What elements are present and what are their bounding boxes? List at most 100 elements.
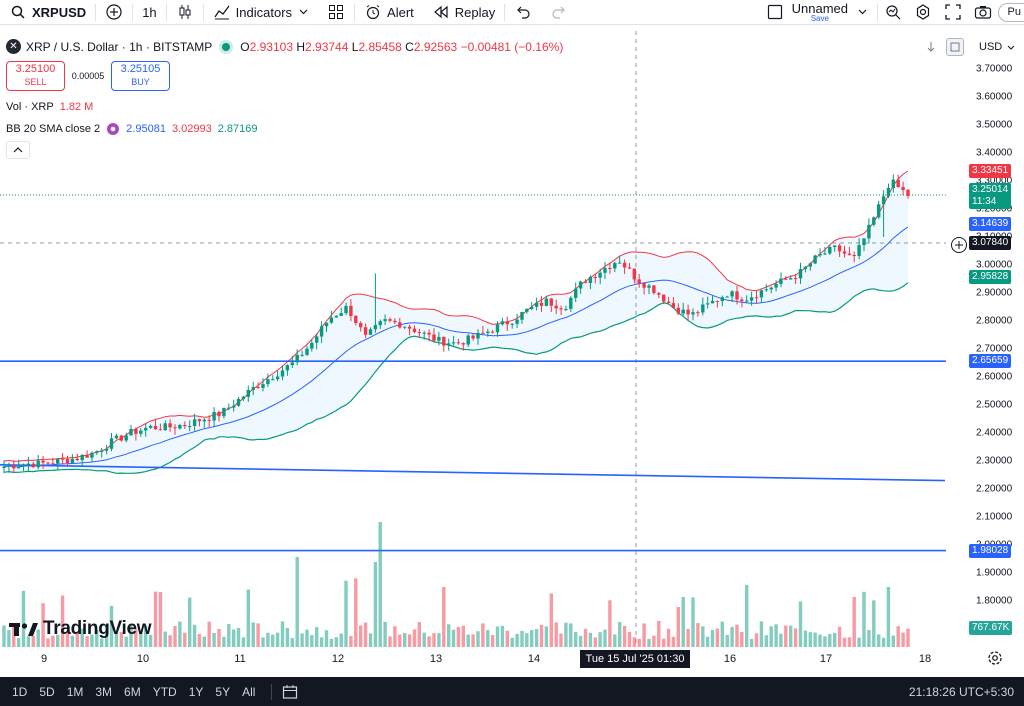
volume-bar: [188, 597, 192, 647]
range-button-all[interactable]: All: [242, 684, 256, 699]
layouts-button[interactable]: [318, 0, 354, 25]
sell-label: SELL: [24, 77, 47, 87]
candle-body: [398, 322, 402, 328]
volume-bar: [618, 621, 622, 647]
settings-button[interactable]: [908, 0, 938, 25]
volume-bar: [90, 634, 94, 647]
volume-bar: [510, 637, 514, 647]
volume-bar: [339, 633, 343, 647]
undo-button[interactable]: [505, 0, 541, 25]
candle-body: [197, 419, 202, 422]
alarm-clock-icon: [364, 3, 382, 21]
symbol-legend-row: ✕ XRP / U.S. Dollar · 1h · BITSTAMP O2.9…: [6, 38, 563, 55]
indicators-button[interactable]: Indicators: [204, 0, 318, 25]
candle-body: [637, 279, 641, 284]
currency-selector[interactable]: USD: [975, 38, 1019, 56]
candle-body: [46, 462, 50, 464]
volume-bar: [803, 630, 808, 647]
candle-body: [12, 465, 16, 469]
bb-legend-row[interactable]: BB 20 SMA close 2 2.95081 3.02993 2.8716…: [6, 121, 563, 137]
plus-circle-icon: [105, 3, 123, 21]
replay-label: Replay: [454, 4, 496, 20]
volume-bar: [666, 628, 671, 647]
interval-label: 1h: [142, 4, 157, 20]
candle-body: [290, 362, 294, 366]
alert-button[interactable]: Alert: [355, 0, 423, 25]
volume-bar: [657, 621, 661, 647]
toolbar-divider: [271, 683, 273, 700]
arrow-down-icon[interactable]: [922, 38, 940, 56]
range-button-5y[interactable]: 5Y: [215, 684, 231, 699]
layout-selector[interactable]: Unnamed Save: [757, 0, 877, 25]
utc-clock[interactable]: 21:18:26 UTC+5:30: [908, 684, 1014, 699]
volume-legend-row[interactable]: Vol · XRP 1.82 M: [6, 99, 563, 115]
price-axis[interactable]: USD 3.70000 3.60000 3.50000 3.40000 3.30000 3…: [927, 31, 1024, 647]
time-axis[interactable]: 9 10 11 12 13 14 16 17 18 Tue 15 Jul '25 01:30: [0, 647, 946, 671]
candle-body: [886, 188, 891, 197]
layout-square-icon: [766, 3, 784, 21]
candle-body: [745, 300, 749, 302]
bb-settings-icon[interactable]: [106, 122, 120, 136]
candle-body: [212, 411, 216, 421]
add-alert-crosshair-button[interactable]: [951, 237, 967, 253]
sell-button[interactable]: 3.25100 SELL: [6, 61, 65, 91]
buy-button[interactable]: 3.25105 BUY: [111, 61, 170, 91]
range-button-3m[interactable]: 3M: [95, 684, 113, 699]
volume-bar: [872, 600, 876, 647]
volume-bar: [896, 626, 900, 647]
range-button-1m[interactable]: 1M: [66, 684, 84, 699]
axis-settings-button[interactable]: [987, 650, 1005, 668]
candle-body: [251, 387, 255, 390]
candle-body: [393, 320, 397, 323]
range-button-1d[interactable]: 1D: [12, 684, 28, 699]
legend-collapse-button[interactable]: [6, 141, 30, 159]
symbol-title[interactable]: XRP / U.S. Dollar · 1h · BITSTAMP: [26, 39, 213, 54]
volume-bar: [178, 621, 182, 647]
volume-bar: [764, 635, 768, 647]
candle-body: [574, 288, 578, 298]
volume-bar: [148, 634, 153, 647]
volume-bar: [862, 591, 866, 647]
candle-body: [490, 331, 495, 333]
fullscreen-button[interactable]: [938, 0, 968, 25]
volume-bar: [613, 634, 617, 647]
candle-body: [481, 332, 485, 334]
volume-bar: [315, 627, 319, 647]
candle-body: [808, 263, 812, 267]
volume-bar: [549, 593, 553, 647]
candle-body: [564, 309, 568, 310]
candle-body: [495, 324, 500, 333]
volume-bar: [813, 632, 817, 647]
volume-bar: [593, 637, 597, 647]
replay-button[interactable]: Replay: [423, 0, 504, 25]
volume-bar: [207, 621, 211, 647]
redo-button[interactable]: [541, 0, 577, 25]
interval-button[interactable]: 1h: [133, 0, 165, 25]
snapshot-button[interactable]: [968, 0, 998, 25]
range-button-ytd[interactable]: YTD: [152, 684, 177, 699]
goto-date-button[interactable]: [282, 684, 298, 700]
candle-body: [681, 309, 685, 314]
candle-body: [36, 460, 40, 468]
auto-scale-button[interactable]: [946, 38, 964, 56]
price-chart[interactable]: [0, 31, 946, 647]
quick-search-button[interactable]: [878, 0, 908, 25]
volume-bar: [290, 638, 294, 647]
range-button-6m[interactable]: 6M: [124, 684, 141, 699]
candle-body: [359, 323, 363, 328]
candle-body: [872, 217, 876, 225]
range-button-5d[interactable]: 5D: [39, 684, 55, 699]
chart-type-button[interactable]: [167, 0, 203, 25]
symbol-search[interactable]: XRPUSD: [0, 0, 95, 25]
volume-bar: [784, 625, 788, 647]
volume-bar: [662, 638, 666, 647]
tradingview-logo[interactable]: TradingView: [9, 618, 152, 640]
range-button-1y[interactable]: 1Y: [188, 684, 204, 699]
volume-bar: [647, 638, 651, 647]
volume-bar: [852, 597, 856, 647]
compare-button[interactable]: [96, 0, 132, 25]
publish-button[interactable]: Pu: [998, 2, 1024, 22]
volume-value: 1.82 M: [59, 101, 94, 113]
candle-body: [779, 278, 783, 284]
